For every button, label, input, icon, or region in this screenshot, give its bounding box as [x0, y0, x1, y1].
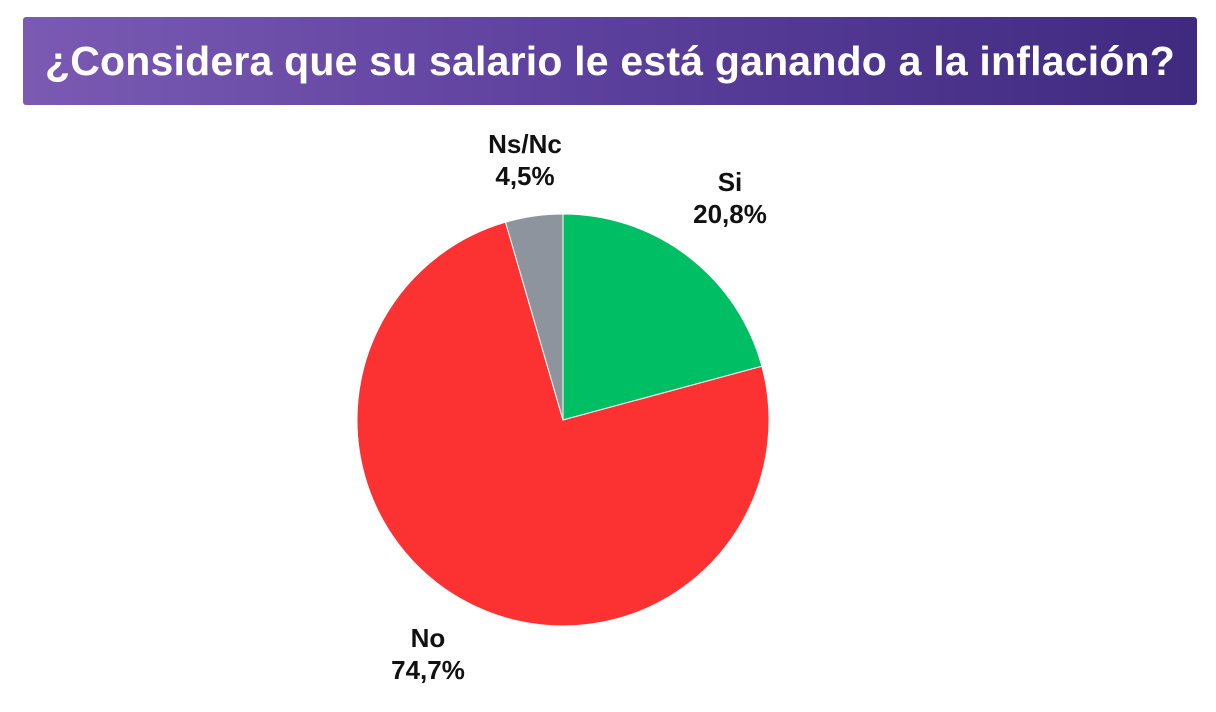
slice-label-nsnc: Ns/Nc 4,5%: [465, 128, 585, 192]
slice-value-si: 20,8%: [693, 199, 767, 229]
slice-name-no: No: [410, 623, 446, 653]
slice-no: [356, 221, 770, 627]
chart-title: ¿Considera que su salario le está ganand…: [44, 37, 1176, 84]
slice-value-nsnc: 4,5%: [495, 161, 555, 191]
slice-name-si: Si: [717, 167, 743, 197]
slice-label-si: Si 20,8%: [680, 166, 780, 230]
slice-nsnc: [504, 213, 564, 421]
slice-si: [562, 213, 763, 421]
slice-value-no: 74,7%: [391, 655, 465, 685]
slice-label-no: No 74,7%: [373, 622, 483, 686]
slice-name-nsnc: Ns/Nc: [488, 129, 562, 159]
title-banner: ¿Considera que su salario le está ganand…: [23, 17, 1197, 105]
